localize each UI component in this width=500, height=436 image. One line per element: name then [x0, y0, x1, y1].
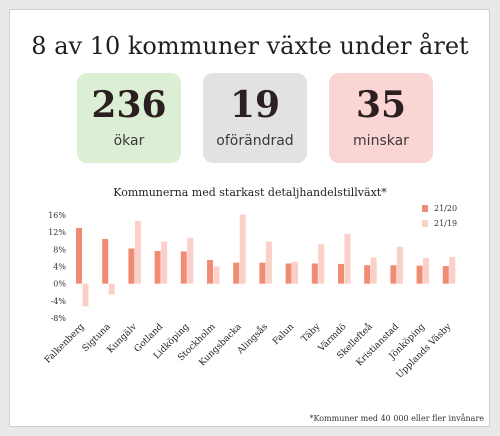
bar-series-2: [370, 257, 377, 284]
x-category-label: Falun: [271, 322, 296, 347]
stat-card-decrease: 35 minskar: [329, 73, 433, 163]
footnote: *Kommuner med 40 000 eller fler invånare: [309, 414, 484, 423]
stat-label: oförändrad: [216, 133, 294, 149]
bar-series-1: [364, 265, 371, 284]
stat-label: minskar: [353, 133, 409, 149]
bar-series-2: [318, 244, 325, 284]
stat-value: 35: [355, 84, 407, 126]
x-category-label: Falkenberg: [43, 322, 87, 366]
bar-series-1: [338, 263, 344, 284]
bar-series-2: [187, 237, 194, 284]
bar-series-2: [82, 283, 89, 307]
stat-label: ökar: [113, 133, 145, 149]
legend-swatch: [422, 220, 428, 227]
y-tick-label: -4%: [51, 297, 67, 306]
legend-label: 21/19: [434, 219, 457, 228]
bar-series-1: [311, 263, 318, 284]
legend-swatch: [422, 205, 428, 212]
chart-title: Kommunerna med starkast detaljhandelstil…: [113, 186, 387, 199]
bar-series-1: [207, 260, 213, 284]
bar-series-2: [344, 233, 351, 284]
bar-series-2: [292, 261, 299, 284]
bar-series-2: [134, 221, 141, 284]
y-tick-label: 8%: [53, 245, 66, 254]
stat-card-unchanged: 19 oförändrad: [203, 73, 307, 163]
bar-series-1: [154, 251, 161, 284]
y-tick-label: 12%: [48, 228, 66, 237]
bar-series-1: [442, 266, 449, 284]
bar-series-1: [259, 262, 266, 284]
bar-series-1: [416, 265, 423, 284]
x-category-label: Täby: [300, 321, 323, 344]
stat-card-increase: 236 ökar: [77, 73, 181, 163]
y-tick-label: 4%: [53, 263, 66, 272]
bar-series-1: [128, 248, 135, 284]
stat-value: 236: [91, 84, 167, 126]
bar-series-2: [108, 283, 115, 295]
bar-series-1: [102, 239, 109, 284]
bar-series-2: [423, 257, 430, 284]
bar-series-1: [285, 263, 292, 284]
y-tick-label: 16%: [48, 211, 66, 220]
bar-series-2: [265, 241, 272, 284]
y-tick-label: -8%: [51, 314, 67, 323]
bar-series-1: [233, 262, 240, 284]
bar-series-1: [390, 265, 397, 284]
stat-value: 19: [229, 84, 281, 126]
bar-series-2: [161, 241, 168, 284]
bar-series-1: [76, 227, 82, 284]
bar-series-2: [239, 214, 246, 284]
bar-series-2: [213, 266, 220, 284]
headline: 8 av 10 kommuner växte under året: [31, 32, 469, 60]
legend-label: 21/20: [434, 204, 457, 213]
bar-series-2: [396, 246, 403, 284]
bar-series-1: [180, 251, 187, 284]
bar-series-2: [449, 257, 456, 284]
y-tick-label: 0%: [53, 280, 66, 289]
